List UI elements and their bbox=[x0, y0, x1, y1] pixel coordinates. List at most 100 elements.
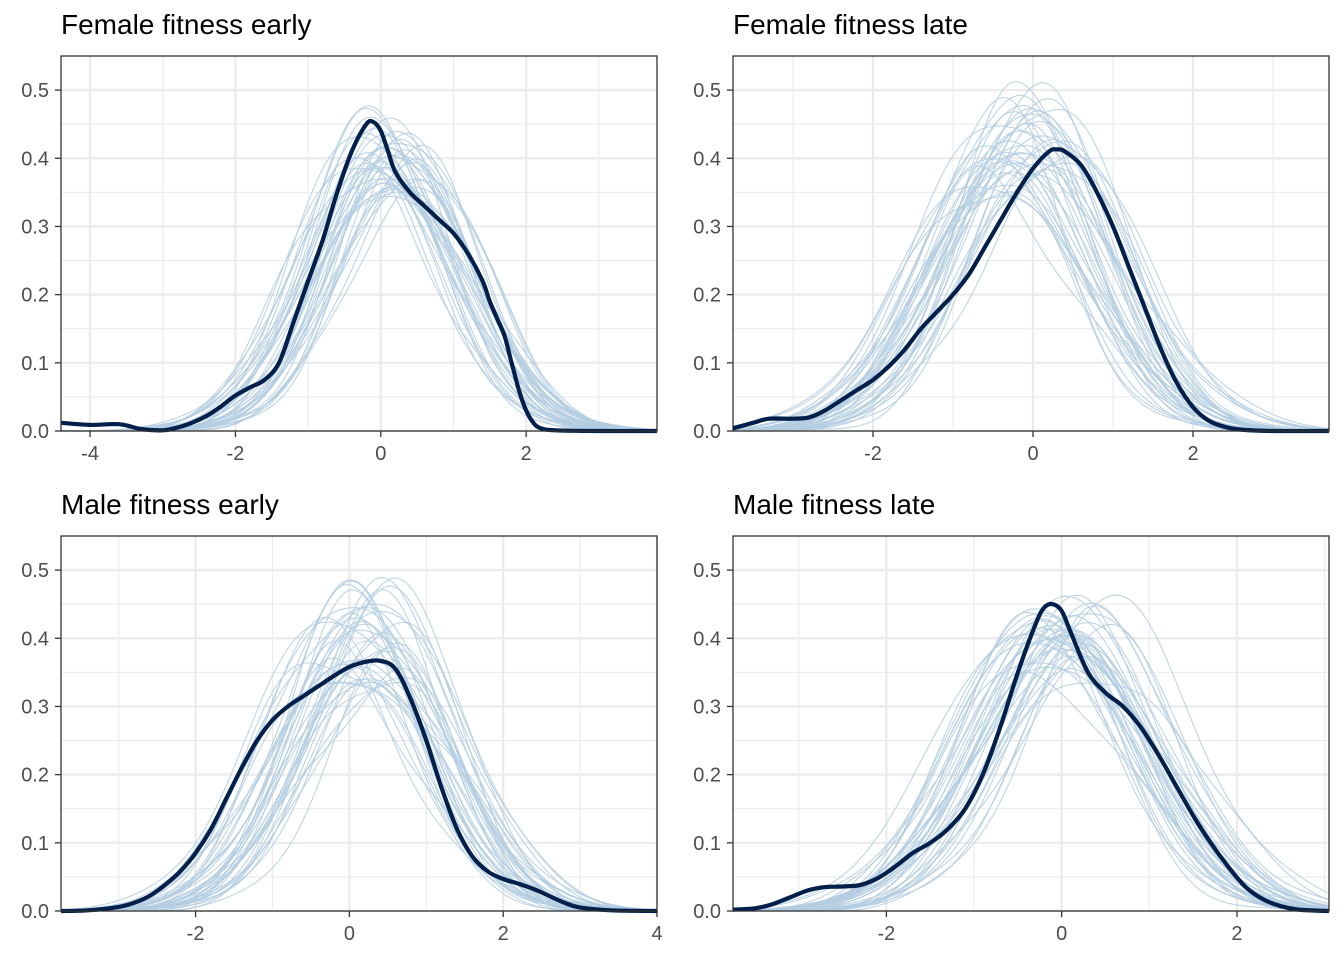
panel-border bbox=[60, 55, 658, 432]
replicate-density-line bbox=[732, 125, 1330, 432]
replicate-density-line bbox=[61, 107, 658, 432]
panel-female-early: Female fitness early 0.00.10.20.30.40.5 … bbox=[21, 9, 658, 465]
replicate-density-line bbox=[732, 615, 1330, 911]
y-tick-label: 0.5 bbox=[693, 560, 721, 582]
y-tick-label: 0.1 bbox=[693, 353, 721, 375]
y-tick-label: 0.2 bbox=[693, 765, 721, 787]
y-tick-label: 0.4 bbox=[21, 628, 49, 650]
replicate-density-line bbox=[61, 177, 658, 432]
panel-title: Female fitness late bbox=[733, 9, 968, 40]
replicate-density-line bbox=[733, 168, 1330, 432]
panel-border bbox=[732, 535, 1330, 912]
replicate-density-line bbox=[61, 187, 658, 432]
x-tick-label: -2 bbox=[877, 923, 895, 945]
replicate-density-line bbox=[733, 605, 1330, 912]
replicate-density-line bbox=[61, 577, 658, 912]
replicate-density-line bbox=[733, 96, 1329, 432]
replicate-density-line bbox=[733, 111, 1329, 432]
replicate-density-line bbox=[61, 134, 657, 432]
x-tick-label: 0 bbox=[1056, 923, 1067, 945]
y-tick-label: 0.0 bbox=[21, 421, 49, 443]
replicate-density-line bbox=[732, 595, 1330, 912]
replicate-density-line bbox=[61, 666, 658, 912]
replicate-density-line bbox=[61, 184, 657, 432]
y-tick-label: 0.5 bbox=[21, 560, 49, 582]
y-tick-label: 0.1 bbox=[21, 833, 49, 855]
replicate-density-line bbox=[732, 151, 1329, 432]
replicate-density-line bbox=[732, 186, 1329, 432]
replicate-density-line bbox=[61, 678, 658, 912]
panel-female-late: Female fitness late 0.0 0.1 0.2 0.3 0.4 0.5 -… bbox=[693, 9, 1330, 465]
y-tick-label: 0.3 bbox=[21, 696, 49, 718]
replicate-density-line bbox=[732, 153, 1329, 432]
replicate-density-line bbox=[61, 659, 658, 912]
replicate-density-line bbox=[733, 110, 1329, 432]
replicate-density-line bbox=[61, 136, 657, 432]
replicate-density-line bbox=[61, 650, 658, 912]
replicate-density-line bbox=[61, 138, 658, 432]
replicate-density-line bbox=[732, 662, 1330, 912]
x-tick-label: 2 bbox=[1231, 923, 1242, 945]
replicate-density-line bbox=[733, 155, 1330, 432]
replicate-density-line bbox=[733, 113, 1329, 432]
replicate-density-line bbox=[733, 682, 1330, 912]
y-tick-label: 0.0 bbox=[693, 901, 721, 923]
x-tick-label: 4 bbox=[651, 923, 662, 945]
panel-male-late: Male fitness late 0.0 0.1 0.2 0.3 0.4 0.5 -2 0… bbox=[693, 489, 1330, 945]
replicate-density-line bbox=[733, 633, 1330, 912]
replicate-density-line bbox=[732, 656, 1329, 912]
y-tick-label: 0.0 bbox=[693, 421, 721, 443]
panel-title: Male fitness early bbox=[61, 489, 279, 520]
replicate-density-line bbox=[61, 191, 658, 432]
replicate-density-line bbox=[61, 677, 658, 912]
replicate-density-line bbox=[733, 162, 1330, 432]
x-tick-label: 2 bbox=[521, 443, 532, 465]
replicate-density-line bbox=[733, 172, 1329, 432]
replicate-density-line bbox=[61, 166, 657, 432]
x-tick-label: 0 bbox=[375, 443, 386, 465]
panel-border bbox=[60, 535, 658, 912]
replicate-density-line bbox=[60, 662, 657, 912]
replicate-density-line bbox=[61, 585, 658, 912]
replicate-density-line bbox=[732, 94, 1329, 432]
x-tick-label: -2 bbox=[187, 923, 205, 945]
replicate-density-line bbox=[61, 162, 657, 432]
x-tick-label: -4 bbox=[81, 443, 99, 465]
replicate-density-line bbox=[732, 152, 1330, 432]
replicate-density-line bbox=[733, 162, 1330, 432]
replicate-density-line bbox=[60, 663, 657, 912]
y-tick-label: 0.5 bbox=[693, 80, 721, 102]
y-tick-label: 0.0 bbox=[21, 901, 49, 923]
replicate-density-line bbox=[732, 81, 1329, 432]
observed-density-line bbox=[732, 601, 1330, 914]
y-tick-label: 0.1 bbox=[21, 353, 49, 375]
y-tick-label: 0.4 bbox=[693, 628, 721, 650]
replicate-density-line bbox=[61, 166, 658, 432]
replicate-density-line bbox=[61, 182, 658, 432]
y-tick-label: 0.1 bbox=[693, 833, 721, 855]
observed-density-line bbox=[732, 147, 1330, 434]
y-tick-label: 0.2 bbox=[21, 765, 49, 787]
replicate-density-line bbox=[61, 576, 658, 912]
replicate-density-line bbox=[61, 647, 658, 912]
replicate-density-line bbox=[61, 116, 658, 432]
replicate-density-line bbox=[733, 648, 1330, 912]
replicate-density-line bbox=[732, 191, 1329, 432]
y-tick-label: 0.3 bbox=[693, 216, 721, 238]
replicate-density-line bbox=[61, 667, 657, 912]
panel-title: Male fitness late bbox=[733, 489, 935, 520]
replicate-density-line bbox=[61, 678, 657, 912]
panel-male-early: Male fitness early 0.0 0.1 0.2 0.3 0.4 0.5 -2… bbox=[21, 489, 662, 945]
replicate-density-line bbox=[61, 642, 657, 912]
replicate-density-line bbox=[60, 657, 657, 912]
replicate-density-line bbox=[61, 182, 657, 432]
y-tick-label: 0.3 bbox=[693, 696, 721, 718]
replicate-density-line bbox=[61, 178, 657, 432]
replicate-density-line bbox=[732, 666, 1330, 912]
replicate-density-line bbox=[733, 655, 1330, 912]
x-tick-label: 0 bbox=[1027, 443, 1038, 465]
y-tick-label: 0.2 bbox=[693, 285, 721, 307]
replicate-density-line bbox=[733, 671, 1330, 912]
x-tick-label: 0 bbox=[344, 923, 355, 945]
